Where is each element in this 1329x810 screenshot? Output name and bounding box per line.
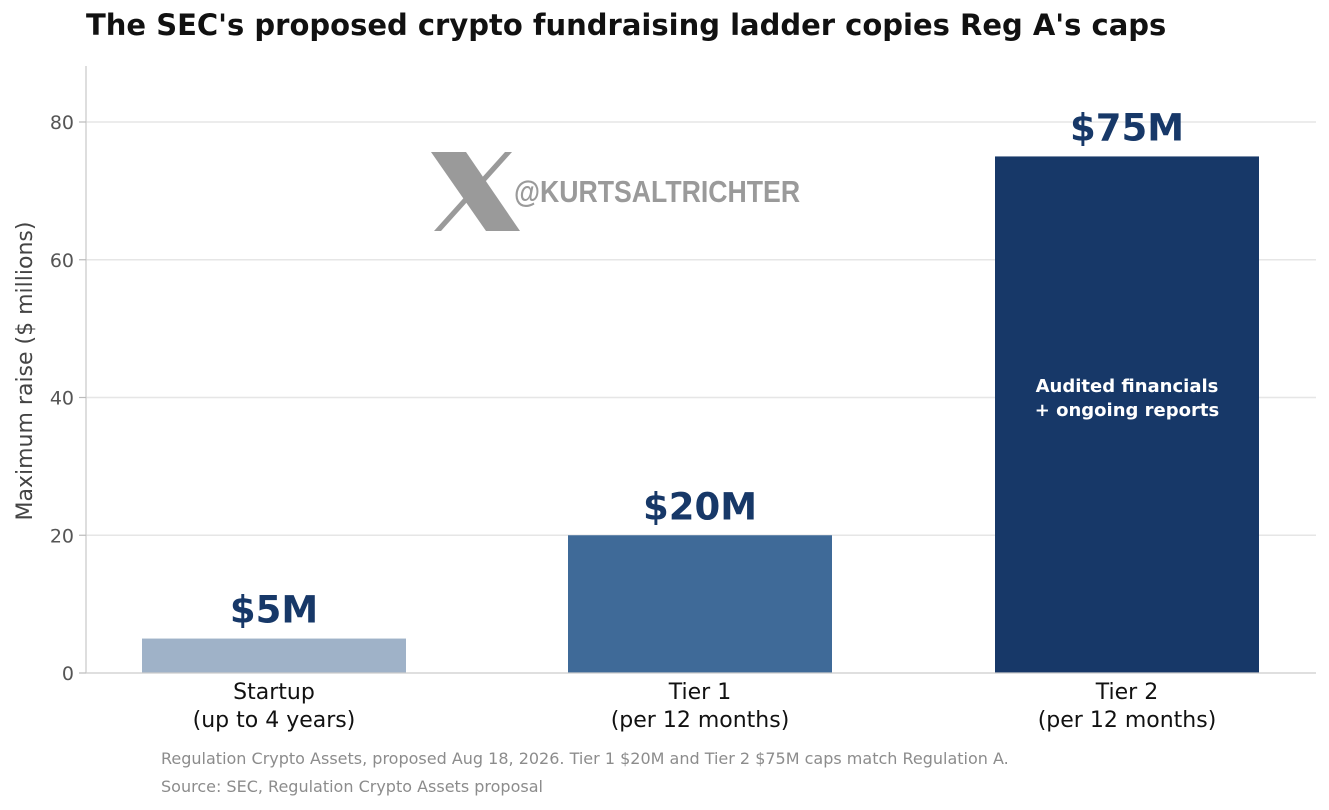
- y-tick-labels: 0 20 40 60 80: [50, 112, 86, 685]
- x-tick-sublabel: (per 12 months): [611, 708, 790, 733]
- x-tick-label: Tier 1: [668, 680, 731, 705]
- annotation-line: + ongoing reports: [1035, 400, 1219, 421]
- y-tick-label: 0: [62, 663, 74, 685]
- watermark: @KURTSALTRICHTER: [431, 152, 800, 231]
- chart-title: The SEC's proposed crypto fundraising la…: [86, 8, 1167, 42]
- bars: [142, 156, 1259, 673]
- x-tick-label: Tier 2: [1095, 680, 1158, 705]
- bar-chart: @KURTSALTRICHTER 0 20 40 60 80 Startup (up to…: [13, 66, 1316, 733]
- y-tick-label: 80: [50, 112, 74, 134]
- y-tick-label: 60: [50, 250, 74, 272]
- value-label: $5M: [230, 589, 318, 632]
- bar: [142, 638, 406, 673]
- y-tick-label: 20: [50, 525, 74, 547]
- value-label: $75M: [1070, 106, 1184, 149]
- footnote: Regulation Crypto Assets, proposed Aug 1…: [161, 749, 1009, 768]
- x-logo-icon: [431, 152, 520, 231]
- x-tick-label: Startup: [233, 680, 315, 705]
- axes: [85, 66, 1316, 674]
- watermark-handle: @KURTSALTRICHTER: [514, 175, 800, 209]
- bar-annotation: Audited financials + ongoing reports: [1035, 376, 1219, 421]
- value-labels: $5M $20M $75M: [230, 106, 1184, 631]
- annotation-line: Audited financials: [1036, 376, 1219, 397]
- bar: [995, 156, 1259, 673]
- x-tick-sublabel: (per 12 months): [1038, 708, 1217, 733]
- source-note: Source: SEC, Regulation Crypto Assets pr…: [161, 777, 543, 796]
- value-label: $20M: [643, 485, 757, 528]
- x-tick-labels: Startup (up to 4 years) Tier 1 (per 12 mont…: [193, 680, 1217, 733]
- bar: [568, 535, 832, 673]
- x-tick-sublabel: (up to 4 years): [193, 708, 356, 733]
- y-tick-label: 40: [50, 388, 74, 410]
- y-axis-label: Maximum raise ($ millions): [13, 222, 38, 521]
